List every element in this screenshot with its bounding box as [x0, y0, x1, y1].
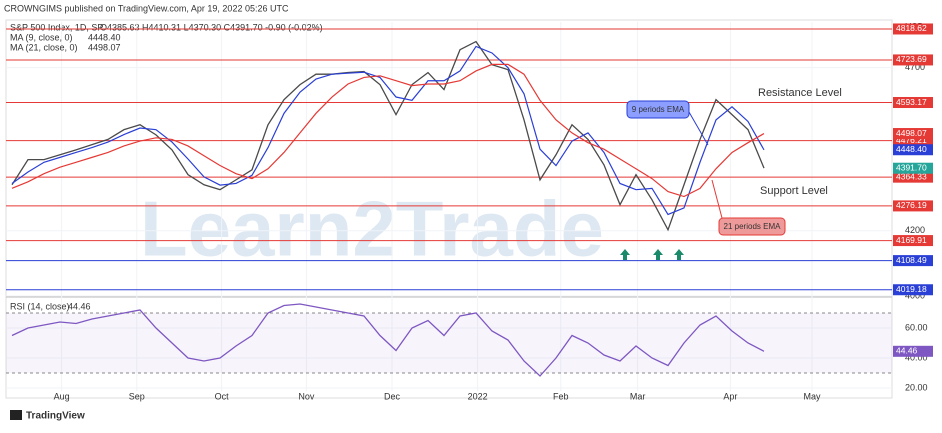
legend-value: 4498.07 [88, 42, 121, 52]
x-tick-label: Oct [215, 391, 230, 401]
ema21-pointer [711, 179, 723, 219]
x-tick-label: Dec [384, 391, 401, 401]
level-badge [893, 171, 933, 183]
x-tick-label: Nov [298, 391, 315, 401]
price-badge [893, 162, 933, 174]
arrow [674, 249, 684, 260]
level-badge [893, 135, 933, 147]
ema9-box [626, 100, 690, 119]
level-label: 4364.33 [896, 171, 927, 181]
x-tick-label: Sep [129, 391, 145, 401]
support-label: Support Level [760, 185, 828, 197]
series-line [11, 45, 765, 216]
arrow [653, 249, 663, 260]
level-label: 4476.21 [896, 135, 927, 145]
ema9-pointer [688, 111, 709, 146]
level-label: 4818.62 [896, 23, 927, 33]
brand-logo [10, 410, 22, 420]
x-tick-label: Feb [553, 391, 569, 401]
frame [5, 19, 893, 399]
brand: TradingView [26, 411, 85, 422]
price-badge-label: 4448.40 [896, 144, 927, 154]
ema21-label: 21 periods EMA [724, 222, 782, 231]
rsi-band-fill [6, 313, 892, 373]
ema21-box [718, 217, 786, 236]
rsi-title: RSI (14, close) [10, 301, 70, 311]
series-line [11, 303, 765, 377]
rsi-value: 44.46 [68, 301, 91, 311]
level-label: 4169.91 [896, 235, 927, 245]
ema9-label: 9 periods EMA [632, 105, 685, 114]
ohlc: O4385.63 H4410.31 L4370.30 C4391.70 -0.9… [100, 22, 323, 32]
y-tick-label: 4200 [905, 225, 925, 235]
title: S&P 500 Index, 1D, SP [10, 22, 103, 32]
legend-name: MA (21, close, 0) [10, 42, 78, 52]
price-badge-label: 4391.70 [896, 162, 927, 172]
level-label: 4723.69 [896, 54, 927, 64]
rsi-badge-label: 44.46 [896, 346, 918, 356]
series-line [11, 63, 765, 198]
level-badge [893, 235, 933, 247]
x-tick-label: Apr [723, 391, 737, 401]
level-badge [893, 255, 933, 267]
level-label: 4019.18 [896, 284, 927, 294]
watermark: Learn2Trade [140, 185, 604, 273]
y-tick-label: 60.00 [905, 322, 928, 332]
level-badge [893, 284, 933, 296]
level-label: 4593.17 [896, 97, 927, 107]
y-tick-label: 4000 [905, 290, 925, 300]
y-tick-label: 20.00 [905, 382, 928, 392]
arrow [620, 249, 630, 260]
price-badge [893, 128, 933, 140]
x-tick-label: May [803, 391, 821, 401]
legend-value: 4448.40 [88, 32, 121, 42]
price-badge [893, 144, 933, 156]
level-label: 4276.19 [896, 200, 927, 210]
x-tick-label: 2022 [468, 391, 488, 401]
publisher: CROWNGIMS published on TradingView.com, … [4, 3, 289, 13]
level-badge [893, 97, 933, 109]
level-badge [893, 54, 933, 66]
y-tick-label: 40.00 [905, 352, 928, 362]
level-badge [893, 23, 933, 35]
y-tick-label: 4700 [905, 62, 925, 72]
x-tick-label: Aug [54, 391, 70, 401]
rsi-badge [893, 345, 933, 357]
resistance-label: Resistance Level [758, 87, 842, 99]
series-line [11, 40, 765, 232]
x-tick-label: Mar [630, 391, 646, 401]
level-badge [893, 200, 933, 212]
legend-name: MA (9, close, 0) [10, 32, 73, 42]
price-badge-label: 4498.07 [896, 128, 927, 138]
level-label: 4108.49 [896, 255, 927, 265]
